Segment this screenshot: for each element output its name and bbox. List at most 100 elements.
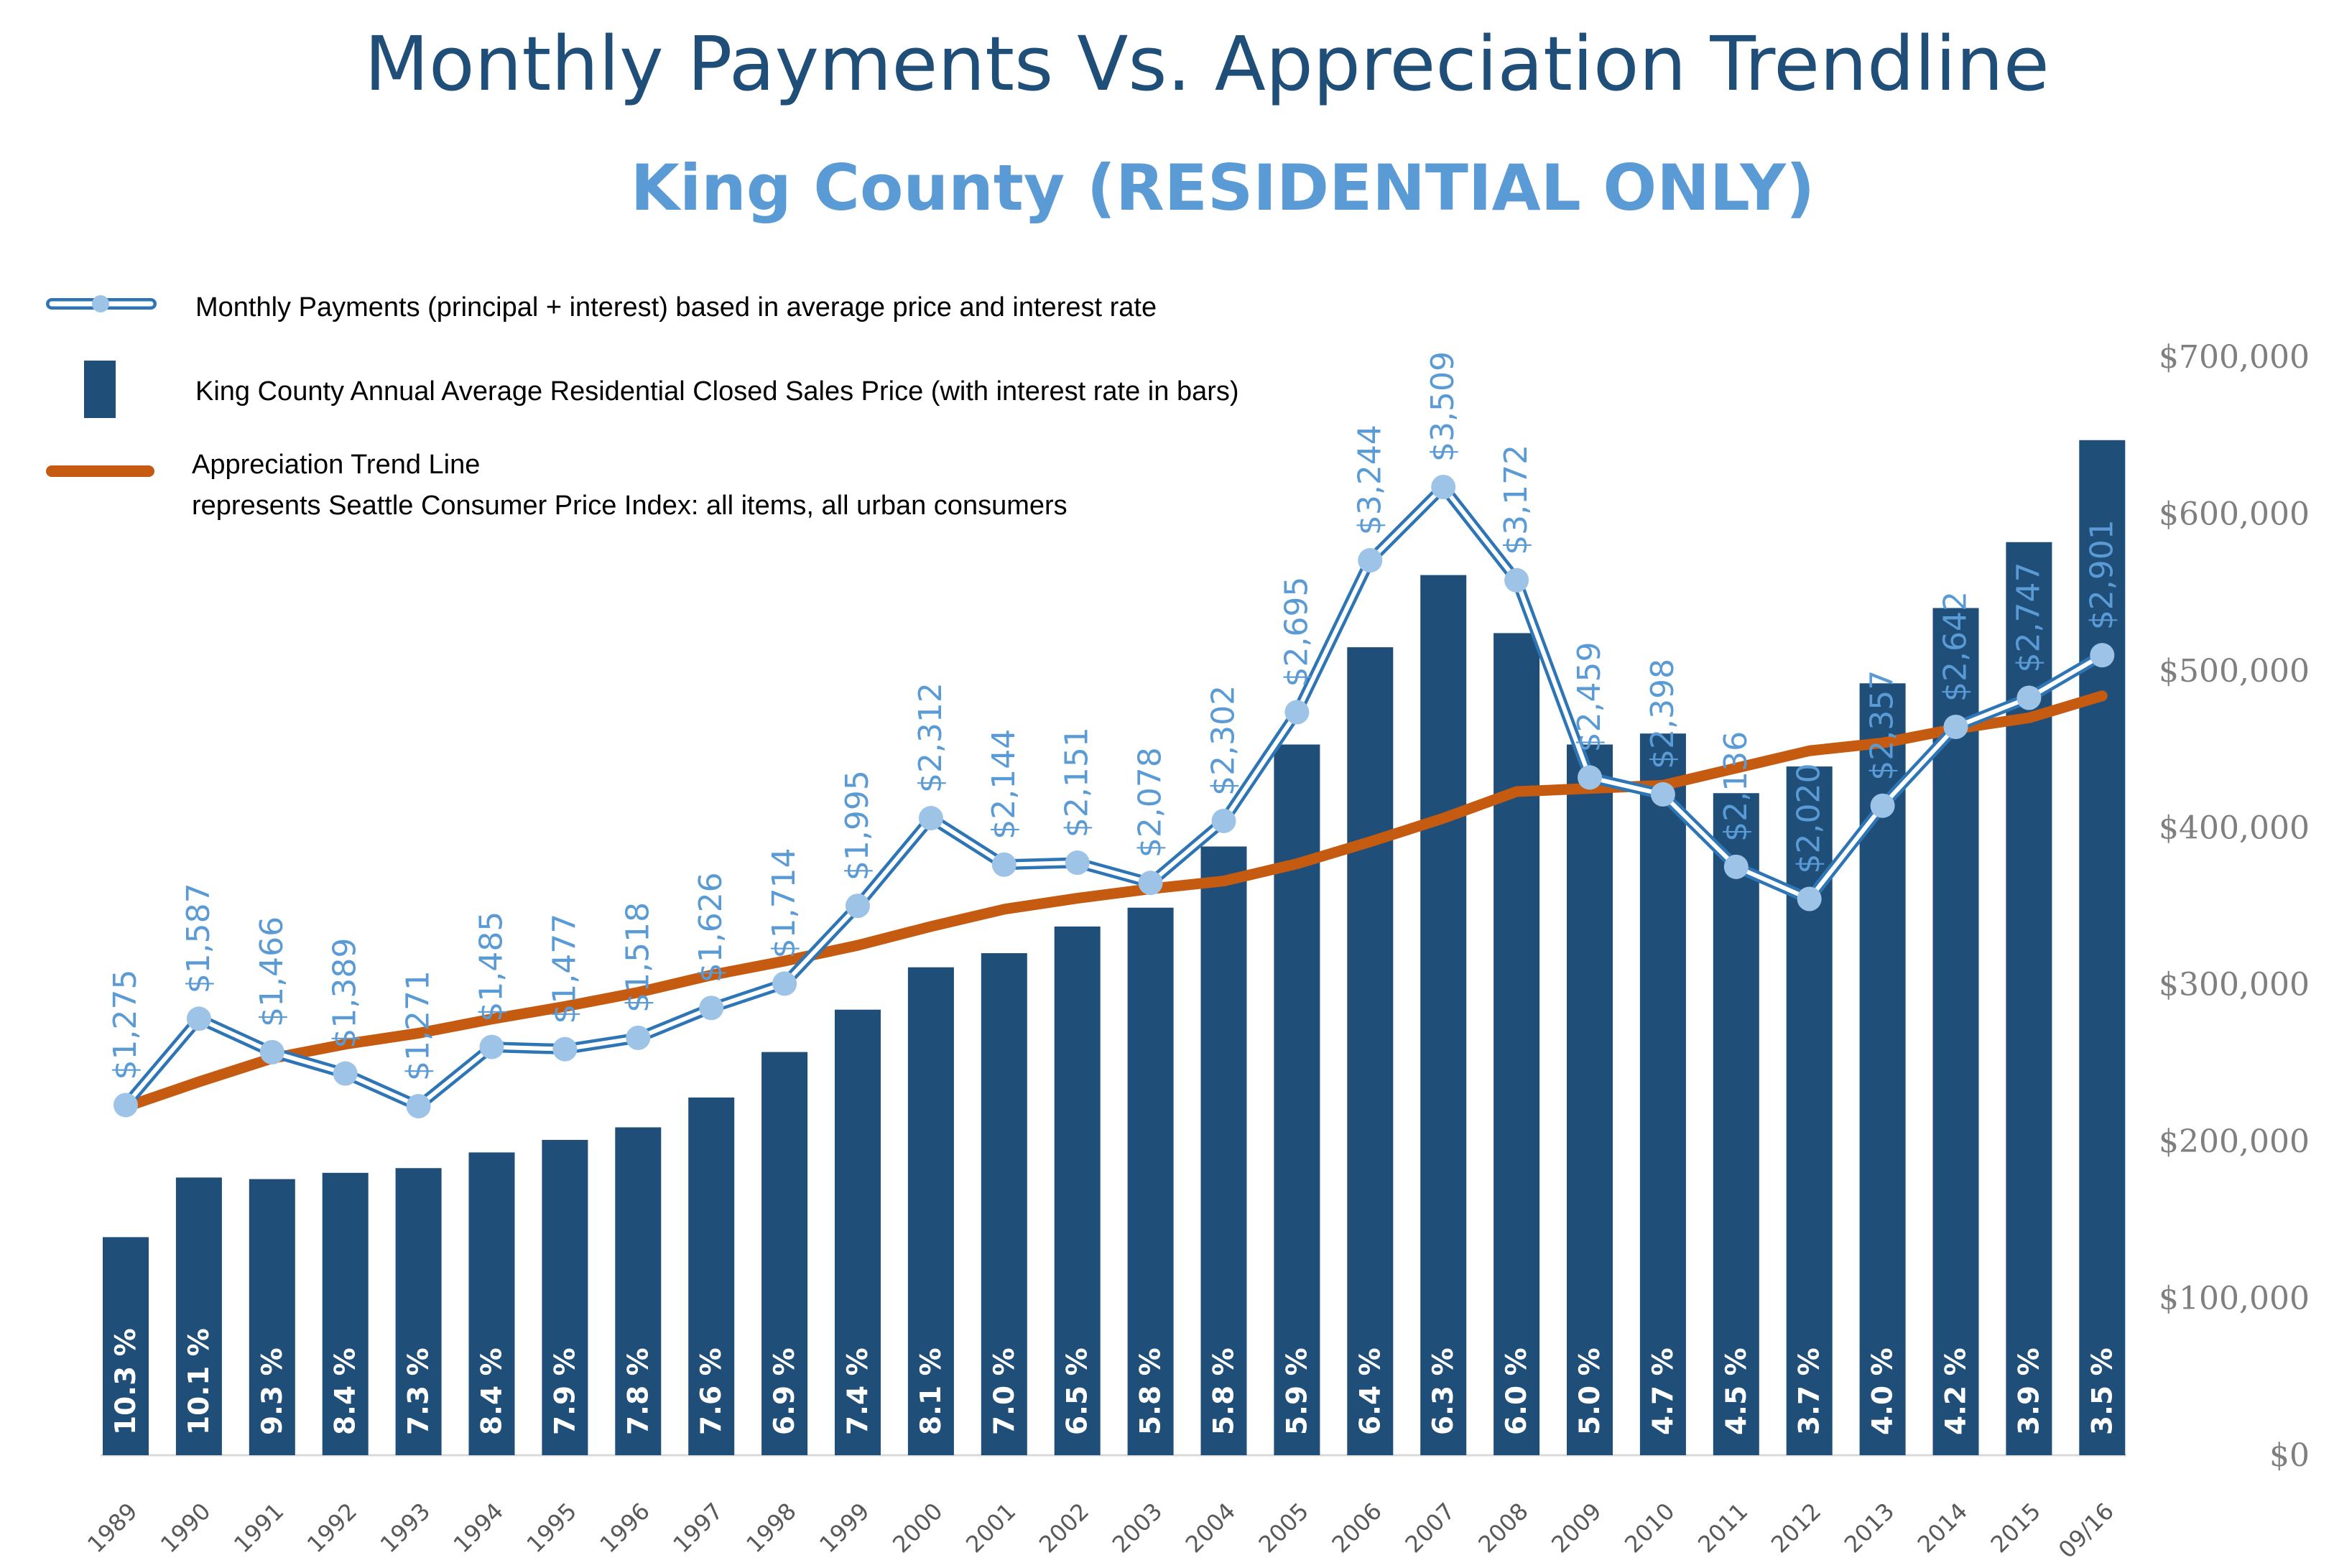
interest-rate-labels: 10.3 % 10.1 % 9.3 % 8.4 % 7.3 % 8.4 % 7.9 % 7.8… — [110, 1328, 2118, 1435]
interest-rate-label: 7.9 % — [549, 1347, 581, 1435]
price-bar — [2079, 440, 2126, 1456]
y-axis: $0 $100,000 $200,000 $300,000 $400,000 $500,0… — [2159, 339, 2310, 1474]
price-bar — [688, 1097, 735, 1455]
x-tick-label: 1999 — [814, 1498, 874, 1558]
price-bar — [907, 967, 954, 1455]
payment-label: $1,995 — [839, 770, 876, 881]
interest-rate-label: 6.5 % — [1062, 1347, 1094, 1435]
legend-item-payments: Monthly Payments (principal + interest) … — [46, 292, 1157, 323]
interest-rate-label: 4.7 % — [1647, 1347, 1680, 1435]
payment-label: $1,626 — [693, 872, 729, 983]
chart-subtitle: King County (RESIDENTIAL ONLY) — [631, 151, 1815, 225]
payment-label: $1,587 — [180, 883, 217, 993]
payment-point — [1870, 793, 1895, 818]
interest-rate-label: 8.1 % — [915, 1347, 948, 1435]
price-bar — [1713, 793, 1759, 1455]
price-bar — [103, 1237, 149, 1455]
x-tick-label: 1997 — [667, 1498, 728, 1558]
payment-point — [1065, 850, 1090, 876]
payment-label: $2,357 — [1864, 670, 1901, 781]
trend-line — [120, 690, 2108, 1113]
interest-rate-label: 4.2 % — [1940, 1347, 1973, 1435]
payment-point — [333, 1061, 358, 1086]
x-axis: 1989 1990 1991 1992 1993 1994 1995 1996 1997 1998… — [82, 1454, 2126, 1564]
interest-rate-label: 5.8 % — [1208, 1347, 1241, 1435]
y-tick-label: $700,000 — [2159, 339, 2310, 376]
legend-item-trend: Appreciation Trend Line represents Seatt… — [46, 450, 1068, 521]
price-bar — [761, 1052, 808, 1455]
price-bar — [175, 1177, 222, 1455]
interest-rate-label: 7.3 % — [403, 1347, 435, 1435]
payment-point — [2090, 643, 2115, 668]
payment-label: $1,389 — [327, 938, 363, 1049]
price-bar — [1639, 733, 1686, 1455]
payment-point — [1211, 808, 1236, 833]
price-bar — [1054, 926, 1101, 1455]
interest-rate-label: 7.6 % — [695, 1347, 728, 1435]
interest-rate-label: 7.8 % — [622, 1347, 654, 1435]
legend-price-label: King County Annual Average Residential C… — [195, 376, 1239, 407]
payment-point — [1431, 475, 1456, 499]
price-bar — [1567, 744, 1613, 1455]
interest-rate-label: 6.3 % — [1427, 1347, 1460, 1435]
payment-label: $1,477 — [546, 914, 583, 1024]
payment-point — [626, 1025, 651, 1050]
legend-payments-marker — [92, 295, 109, 312]
price-bar — [835, 1009, 881, 1455]
x-tick-label: 2003 — [1107, 1498, 1167, 1558]
price-bar — [1200, 846, 1247, 1455]
payment-label: $2,398 — [1644, 659, 1681, 769]
legend: Monthly Payments (principal + interest) … — [46, 292, 1239, 521]
payment-point — [1358, 548, 1383, 573]
x-tick-label: 2012 — [1766, 1498, 1826, 1558]
payment-label: $1,485 — [473, 911, 510, 1022]
payment-label: $2,144 — [986, 729, 1022, 840]
x-tick-label: 1990 — [155, 1498, 216, 1558]
x-tick-label: 2015 — [1986, 1498, 2046, 1558]
payment-point — [259, 1039, 284, 1064]
payment-label: $2,747 — [2010, 562, 2047, 673]
interest-rate-label: 5.9 % — [1281, 1347, 1313, 1435]
y-tick-label: $500,000 — [2159, 653, 2310, 690]
price-bar — [981, 953, 1027, 1455]
payment-label: $3,172 — [1498, 445, 1534, 555]
payment-line-inner — [124, 485, 2103, 1108]
x-tick-label: 2011 — [1692, 1498, 1753, 1558]
payment-point — [1578, 765, 1602, 790]
payment-labels: $1,275 $1,587 $1,466 $1,389 $1,271 $1,485 $1,4… — [107, 351, 2120, 1081]
payment-label: $2,151 — [1059, 727, 1096, 838]
interest-rate-label: 4.0 % — [1867, 1347, 1899, 1435]
payment-label: $1,275 — [107, 969, 144, 1080]
interest-rate-label: 6.9 % — [769, 1347, 801, 1435]
y-tick-label: $300,000 — [2159, 967, 2310, 1003]
payment-label: $1,714 — [766, 848, 802, 958]
x-tick-label: 2002 — [1034, 1498, 1094, 1558]
payment-point — [699, 996, 724, 1021]
price-bar — [615, 1127, 662, 1455]
payment-label: $2,695 — [1278, 577, 1315, 687]
x-tick-label: 1996 — [595, 1498, 655, 1558]
payment-point — [114, 1093, 138, 1118]
payments-series — [114, 475, 2115, 1118]
y-tick-label: $600,000 — [2159, 496, 2310, 532]
price-bar — [1494, 633, 1540, 1455]
payment-point — [991, 852, 1017, 877]
legend-price-swatch — [84, 361, 116, 418]
payment-point — [479, 1034, 504, 1059]
x-tick-label: 2009 — [1546, 1498, 1606, 1558]
x-tick-label: 1992 — [302, 1498, 362, 1558]
legend-payments-label: Monthly Payments (principal + interest) … — [195, 292, 1157, 323]
payment-label: $3,509 — [1425, 351, 1461, 462]
interest-rate-label: 3.5 % — [2086, 1347, 2118, 1435]
interest-rate-label: 5.0 % — [1574, 1347, 1606, 1435]
payment-label: $3,244 — [1351, 425, 1388, 535]
payment-point — [1284, 700, 1310, 725]
chart-title: Monthly Payments Vs. Appreciation Trendl… — [364, 20, 2049, 108]
x-tick-label: 1993 — [375, 1498, 435, 1558]
x-tick-label: 09/16 — [2053, 1498, 2119, 1564]
x-tick-label: 2008 — [1473, 1498, 1533, 1558]
payment-point — [1504, 567, 1529, 593]
legend-trend-label: Appreciation Trend Line — [192, 450, 480, 480]
interest-rate-label: 9.3 % — [256, 1347, 289, 1435]
payment-point — [1797, 886, 1822, 911]
